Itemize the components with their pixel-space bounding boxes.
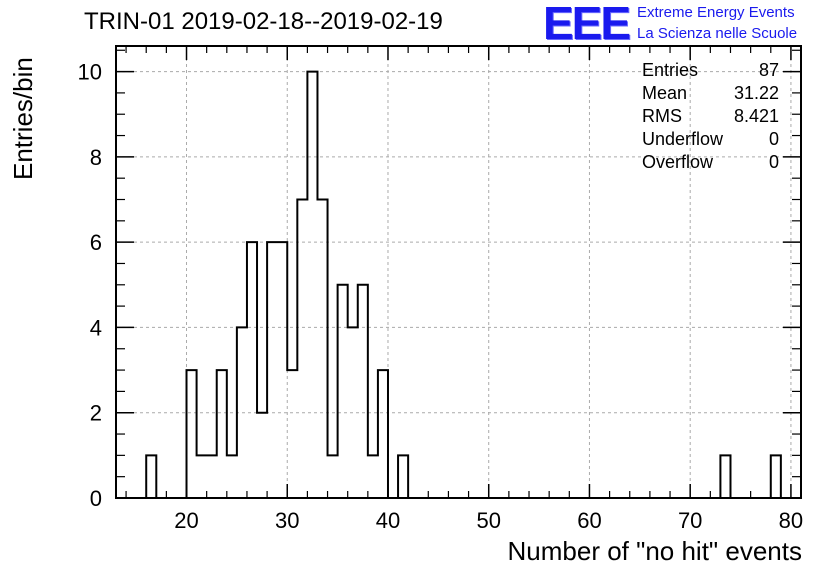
histogram-bin [378,370,388,498]
stat-overflow-value: 0 [768,152,779,172]
logo-line-1: Extreme Energy Events [637,4,795,21]
x-axis-label: Number of "no hit" events [507,536,803,566]
y-tick-label: 4 [90,315,102,340]
grid-lines [116,46,801,498]
stat-entries-value: 87 [758,60,779,80]
x-tick-label: 60 [577,508,601,533]
y-tick-label: 8 [90,145,102,170]
histogram-bin [267,242,277,498]
histogram-bin [398,455,408,498]
y-tick-label: 10 [78,60,102,85]
y-tick-label: 6 [90,230,102,255]
y-axis-label: Entries/bin [8,57,38,180]
stat-underflow-label: Underflow [642,129,724,149]
plot-frame [115,45,802,499]
histogram-bin [257,413,267,498]
stat-rms-value: 8.421 [733,106,779,126]
histogram-bin [187,370,197,498]
histogram-bin [307,72,317,498]
histogram-bin [338,285,348,498]
histogram-bin [720,455,730,498]
stat-underflow-value: 0 [768,129,779,149]
y-tick-label: 2 [90,401,102,426]
histogram-bin [227,455,237,498]
x-tick-label: 70 [678,508,702,533]
histogram-bin [287,370,297,498]
logo-line-2: La Scienza nelle Scuole [637,25,798,42]
stat-mean-value: 31.22 [733,83,779,103]
histogram-bin [297,200,307,498]
histogram-bin [217,370,227,498]
x-tick-label: 80 [779,508,803,533]
histogram-bin [368,455,378,498]
chart-title: TRIN-01 2019-02-18--2019-02-19 [84,8,443,35]
y-tick-label: 0 [90,486,102,511]
histogram-bin [146,455,156,498]
y-axis: 0 2 4 6 8 10 [78,49,801,511]
x-tick-label: 40 [376,508,400,533]
histogram-bin [328,455,338,498]
histogram-bin [247,242,257,498]
histogram-bin [317,200,327,498]
stat-mean-label: Mean [642,83,688,103]
stat-rms-label: RMS [642,106,682,126]
stat-overflow-label: Overflow [642,152,714,172]
x-tick-label: 50 [476,508,500,533]
x-axis: 20 30 40 50 60 70 80 [125,46,803,533]
histogram-bin [771,455,781,498]
eee-logo: EEE [543,0,631,49]
stat-entries-label: Entries [642,60,699,80]
histogram-bin [197,455,207,498]
histogram-bin [358,285,368,498]
x-tick-label: 20 [174,508,198,533]
x-tick-label: 30 [275,508,299,533]
histogram-bin [207,455,217,498]
histogram-bin [277,242,287,498]
